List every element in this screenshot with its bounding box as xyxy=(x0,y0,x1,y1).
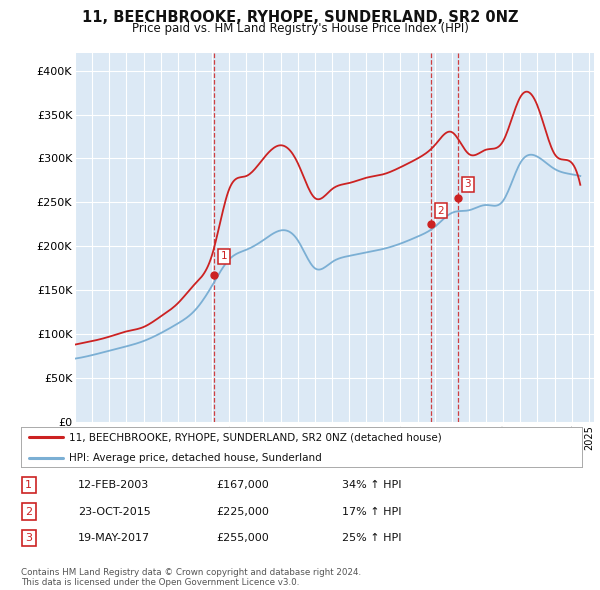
Text: 2: 2 xyxy=(25,507,32,516)
Text: 19-MAY-2017: 19-MAY-2017 xyxy=(78,533,150,543)
Text: 12-FEB-2003: 12-FEB-2003 xyxy=(78,480,149,490)
Text: 3: 3 xyxy=(464,179,471,189)
Text: 17% ↑ HPI: 17% ↑ HPI xyxy=(342,507,401,516)
Text: £225,000: £225,000 xyxy=(216,507,269,516)
Text: 1: 1 xyxy=(221,251,227,261)
Text: 11, BEECHBROOKE, RYHOPE, SUNDERLAND, SR2 0NZ: 11, BEECHBROOKE, RYHOPE, SUNDERLAND, SR2… xyxy=(82,10,518,25)
Text: 34% ↑ HPI: 34% ↑ HPI xyxy=(342,480,401,490)
Text: HPI: Average price, detached house, Sunderland: HPI: Average price, detached house, Sund… xyxy=(68,454,322,464)
Text: £255,000: £255,000 xyxy=(216,533,269,543)
Text: 2: 2 xyxy=(437,206,444,216)
Text: 1: 1 xyxy=(25,480,32,490)
Text: 25% ↑ HPI: 25% ↑ HPI xyxy=(342,533,401,543)
Text: 23-OCT-2015: 23-OCT-2015 xyxy=(78,507,151,516)
Text: 11, BEECHBROOKE, RYHOPE, SUNDERLAND, SR2 0NZ (detached house): 11, BEECHBROOKE, RYHOPE, SUNDERLAND, SR2… xyxy=(68,432,442,442)
Text: £167,000: £167,000 xyxy=(216,480,269,490)
Text: Contains HM Land Registry data © Crown copyright and database right 2024.
This d: Contains HM Land Registry data © Crown c… xyxy=(21,568,361,587)
Text: Price paid vs. HM Land Registry's House Price Index (HPI): Price paid vs. HM Land Registry's House … xyxy=(131,22,469,35)
Text: 3: 3 xyxy=(25,533,32,543)
